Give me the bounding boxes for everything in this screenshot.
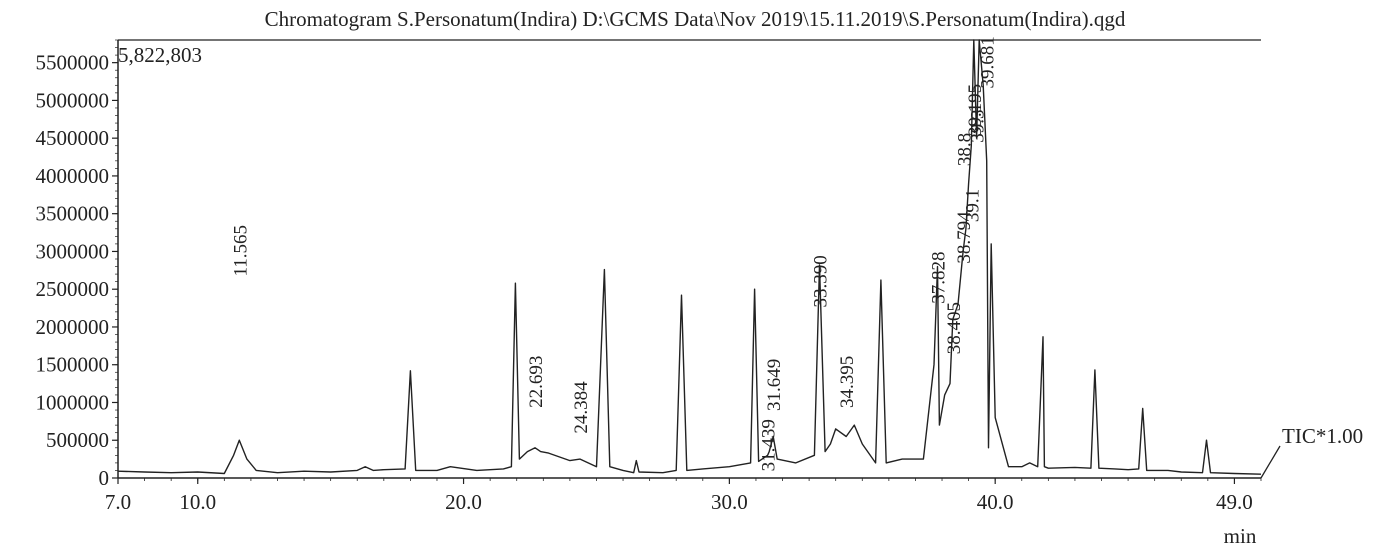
- x-axis-ticks: 7.0 10.0 20.0 30.0 40.0 49.0: [105, 478, 1262, 514]
- y-tick-label: 0: [99, 466, 110, 490]
- y-tick-label: 1500000: [36, 353, 110, 377]
- peak-labels: 11.565 22.693 24.384 31.439 31.649 33.390 34.3…: [230, 36, 998, 471]
- peak-label: 39.3: [968, 110, 989, 143]
- peak-label: 34.395: [837, 356, 858, 408]
- peak-label: 38.405: [944, 302, 965, 354]
- peak-label: 38.8: [954, 133, 975, 166]
- y-tick-label: 1000000: [36, 390, 110, 414]
- y-tick-label: 3000000: [36, 239, 110, 263]
- x-tick-label: 40.0: [977, 490, 1014, 514]
- x-tick-label: 49.0: [1216, 490, 1253, 514]
- chart-title: Chromatogram S.Personatum(Indira) D:\GCM…: [265, 7, 1126, 31]
- x-tick-label: 30.0: [711, 490, 748, 514]
- y-tick-label: 4000000: [36, 164, 110, 188]
- y-tick-label: 500000: [46, 428, 109, 452]
- x-tick-label: 7.0: [105, 490, 131, 514]
- peak-label: 37.828: [929, 251, 950, 303]
- peak-label: 24.384: [571, 381, 592, 434]
- tic-series-line: [117, 39, 1262, 475]
- series-name-annotation: TIC*1.00: [1260, 424, 1363, 479]
- peak-label: 22.693: [526, 356, 547, 408]
- series-name: TIC*1.00: [1282, 424, 1363, 448]
- chart-axes: [117, 39, 1261, 479]
- series-name-leader: [1260, 445, 1281, 479]
- y-tick-label: 2500000: [36, 277, 110, 301]
- peak-label: 31.439: [759, 419, 780, 471]
- peak-label: 31.649: [764, 359, 785, 411]
- x-tick-label: 10.0: [179, 490, 216, 514]
- y-tick-label: 5000000: [36, 88, 110, 112]
- y-axis-ticks: 0 500000 1000000 1500000 2000000 2500000 30000…: [36, 39, 118, 490]
- y-tick-label: 4500000: [36, 126, 110, 150]
- series-layer: [117, 39, 1262, 475]
- peak-label: 33.390: [811, 255, 832, 307]
- y-tick-label: 5500000: [36, 51, 110, 75]
- x-axis-label: min: [1224, 524, 1257, 548]
- max-intensity-label: 5,822,803: [118, 43, 202, 67]
- peak-label: 39.1: [962, 189, 983, 222]
- x-tick-label: 20.0: [445, 490, 482, 514]
- peak-label: 38.794: [954, 211, 975, 264]
- y-tick-label: 2000000: [36, 315, 110, 339]
- peak-label: 39.681: [978, 36, 999, 88]
- y-tick-label: 3500000: [36, 202, 110, 226]
- peak-label: 39.195: [965, 84, 986, 136]
- peak-label: 11.565: [230, 225, 251, 277]
